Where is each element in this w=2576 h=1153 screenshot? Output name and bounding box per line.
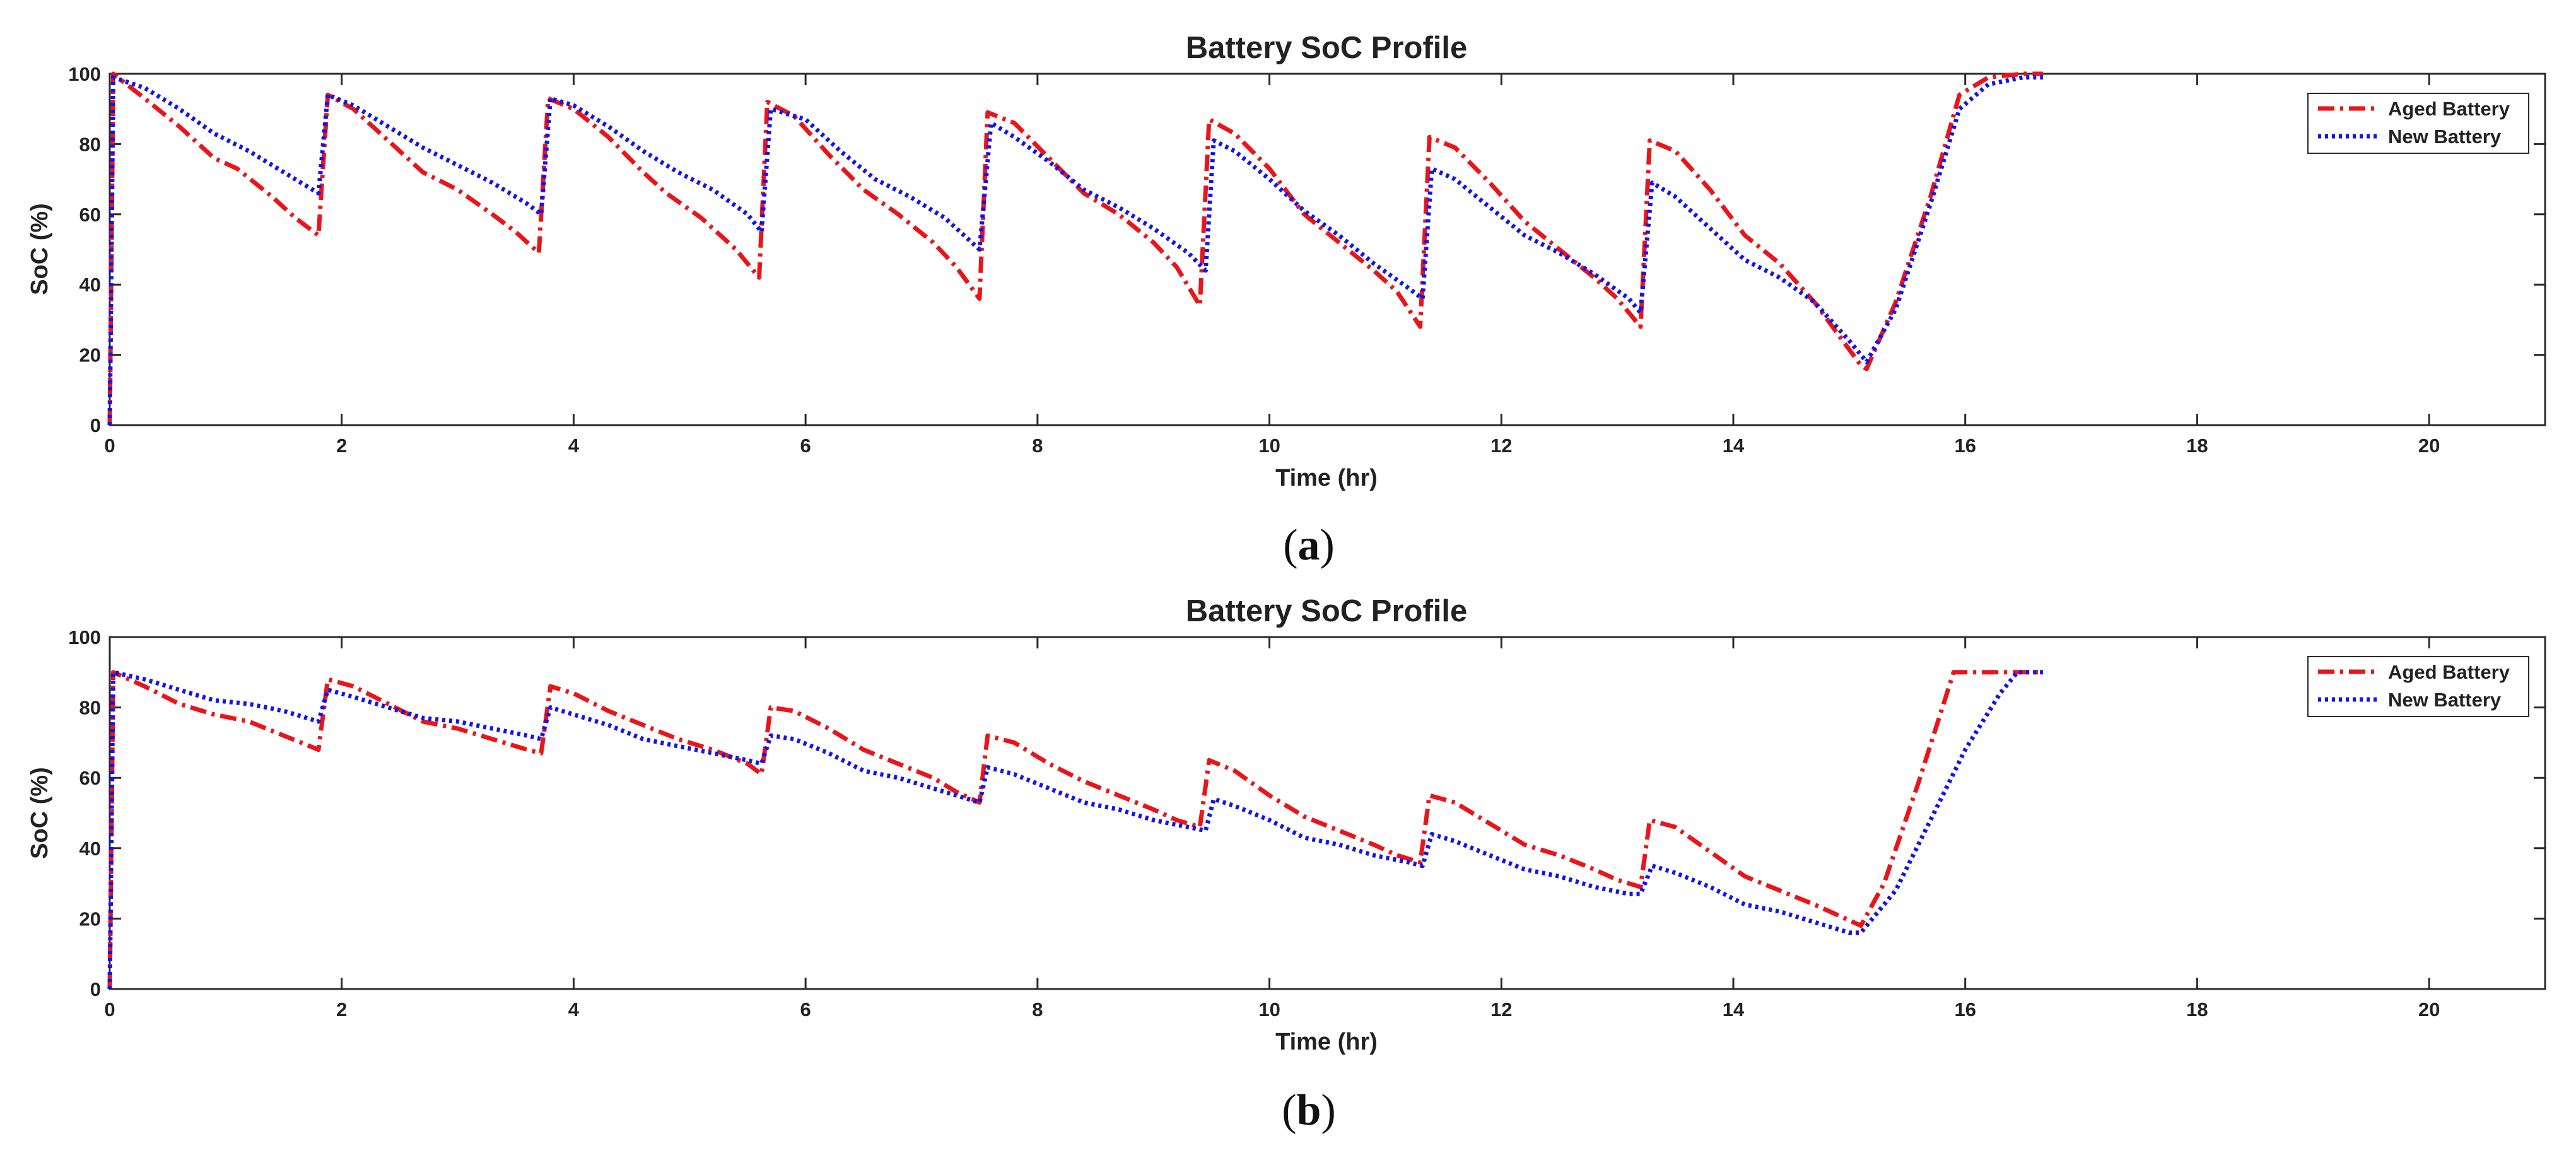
x-tick-label: 10 — [1258, 435, 1280, 457]
x-tick-label: 16 — [1954, 435, 1976, 457]
legend-a: Aged Battery New Battery — [2307, 93, 2529, 154]
x-tick-label: 18 — [2186, 435, 2208, 457]
series-line-new-battery — [107, 75, 2043, 426]
y-tick-label: 80 — [79, 133, 101, 155]
y-tick-label: 20 — [79, 344, 101, 366]
y-tick-label: 80 — [79, 697, 101, 719]
x-tick-label: 12 — [1490, 998, 1512, 1021]
legend-box-b — [2307, 656, 2529, 717]
x-tick-label: 8 — [1032, 435, 1043, 457]
y-tick-label: 20 — [79, 908, 101, 930]
x-ticks-b: 0 2 4 6 8 10 12 14 16 18 20 — [104, 637, 2440, 1021]
y-tick-label: 60 — [79, 204, 101, 226]
legend-label-new-a: New Battery — [2388, 126, 2502, 148]
legend-box-a — [2307, 93, 2529, 154]
y-tick-label: 60 — [79, 767, 101, 789]
series-group-b — [107, 670, 2043, 990]
legend-label-new-b: New Battery — [2388, 689, 2502, 711]
panel-caption-a: (a) — [1283, 521, 1335, 570]
x-tick-label: 10 — [1258, 998, 1280, 1021]
series-line-aged-battery — [107, 670, 2043, 990]
x-tick-label: 14 — [1723, 435, 1745, 457]
x-axis-label-b: Time (hr) — [1275, 1029, 1378, 1055]
chart-title-a: Battery SoC Profile — [1186, 31, 1468, 65]
panel-caption-letter-b: b — [1297, 1086, 1321, 1135]
x-tick-label: 20 — [2418, 435, 2440, 457]
y-axis-label-a: SoC (%) — [26, 203, 53, 295]
series-group-a — [107, 71, 2043, 426]
y-tick-label: 40 — [79, 274, 101, 296]
x-tick-label: 2 — [336, 435, 347, 457]
x-ticks-a: 0 2 4 6 8 10 12 14 16 18 20 — [104, 74, 2440, 457]
chart-title-b: Battery SoC Profile — [1186, 594, 1468, 628]
y-tick-label: 100 — [68, 63, 101, 85]
chart-panel-b: Battery SoC Profile 0 2 4 6 8 10 12 14 16 18 20 0 2… — [26, 594, 2546, 1135]
y-tick-label: 0 — [90, 414, 101, 436]
x-tick-label: 2 — [336, 998, 347, 1021]
panel-caption-letter-a: a — [1298, 521, 1320, 570]
plot-frame-a — [108, 73, 2546, 426]
x-tick-label: 4 — [568, 435, 580, 457]
x-tick-label: 6 — [800, 998, 811, 1021]
series-line-new-battery — [107, 670, 2043, 990]
x-tick-label: 6 — [800, 435, 811, 457]
x-tick-label: 0 — [104, 435, 115, 457]
x-tick-label: 0 — [104, 998, 115, 1021]
y-tick-label: 100 — [68, 626, 101, 648]
x-tick-label: 12 — [1490, 435, 1512, 457]
panel-caption-b: (b) — [1282, 1086, 1336, 1135]
y-axis-label-b: SoC (%) — [26, 767, 53, 859]
x-tick-label: 4 — [568, 998, 580, 1021]
chart-panel-a: Battery SoC Profile 0 2 4 6 8 10 12 14 16 18 20 0 2… — [26, 31, 2546, 570]
x-tick-label: 16 — [1954, 998, 1976, 1021]
legend-label-aged-b: Aged Battery — [2388, 661, 2510, 683]
plot-frame-b — [108, 636, 2546, 990]
y-tick-label: 40 — [79, 838, 101, 860]
x-axis-label-a: Time (hr) — [1275, 465, 1378, 491]
legend-label-aged-a: Aged Battery — [2388, 98, 2510, 120]
x-tick-label: 18 — [2186, 998, 2208, 1021]
x-tick-label: 14 — [1723, 998, 1745, 1021]
y-ticks-a: 0 20 40 60 80 100 — [68, 63, 2545, 436]
legend-b: Aged Battery New Battery — [2307, 656, 2529, 717]
series-line-aged-battery — [107, 71, 2043, 426]
y-tick-label: 0 — [90, 978, 101, 1000]
x-tick-label: 8 — [1032, 998, 1043, 1021]
x-tick-label: 20 — [2418, 998, 2440, 1021]
